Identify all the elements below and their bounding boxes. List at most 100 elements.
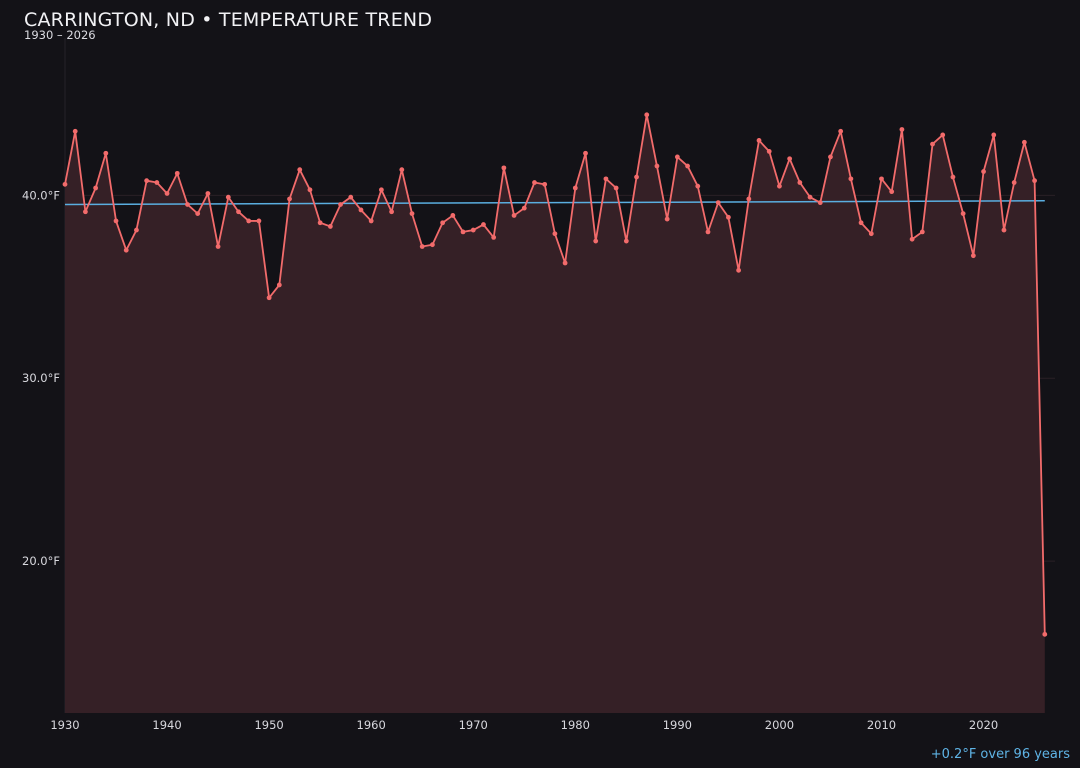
- data-point: [644, 112, 650, 118]
- data-point: [868, 231, 874, 237]
- data-point: [766, 149, 772, 154]
- data-point: [154, 180, 160, 185]
- data-point: [1021, 139, 1027, 145]
- y-tick-label: 20.0°F: [22, 554, 60, 568]
- data-point: [756, 138, 762, 143]
- data-point: [236, 209, 241, 215]
- data-point: [399, 167, 405, 173]
- data-point: [930, 141, 935, 147]
- data-point: [746, 196, 752, 202]
- data-point: [1042, 631, 1048, 637]
- data-point: [970, 253, 976, 259]
- data-point: [338, 202, 343, 207]
- chart-title: CARRINGTON, ND • TEMPERATURE TREND: [24, 9, 433, 31]
- data-point: [134, 227, 139, 233]
- data-point: [593, 238, 599, 244]
- data-point: [889, 189, 895, 195]
- trend-line: [64, 200, 1045, 206]
- chart-subtitle: 1930 – 2026: [24, 28, 96, 42]
- data-point: [440, 220, 446, 226]
- data-point: [113, 218, 119, 224]
- data-point: [542, 181, 548, 187]
- data-point: [858, 220, 864, 226]
- x-tick-label: 1970: [459, 718, 488, 732]
- data-point: [838, 128, 844, 134]
- data-point: [430, 242, 435, 248]
- x-tick-label: 1960: [357, 718, 386, 732]
- data-point: [777, 183, 782, 189]
- trend-annotation: +0.2°F over 96 years: [930, 747, 1070, 762]
- data-point: [848, 176, 854, 182]
- data-point: [521, 205, 527, 211]
- data-point: [123, 247, 129, 253]
- data-point: [317, 220, 323, 226]
- data-point: [736, 267, 742, 273]
- data-point: [899, 127, 905, 132]
- data-point: [674, 154, 680, 160]
- data-point: [215, 244, 221, 249]
- data-point: [450, 213, 456, 218]
- data-point: [276, 282, 282, 288]
- data-point: [144, 178, 150, 184]
- data-point: [572, 185, 578, 191]
- data-point: [501, 165, 507, 171]
- x-tick-label: 2010: [867, 718, 896, 732]
- data-point: [654, 163, 660, 169]
- x-tick-label: 2020: [969, 718, 998, 732]
- data-point: [460, 229, 466, 235]
- x-tick-label: 1980: [561, 718, 590, 732]
- data-point: [562, 260, 568, 266]
- data-point: [419, 244, 425, 249]
- data-point: [909, 236, 915, 242]
- data-point: [348, 194, 354, 200]
- data-point: [950, 174, 956, 180]
- data-point: [287, 196, 292, 202]
- data-point: [185, 202, 190, 207]
- data-point: [358, 207, 364, 213]
- data-point: [623, 238, 629, 244]
- data-point: [991, 132, 997, 138]
- data-point: [225, 194, 231, 200]
- data-point: [378, 187, 384, 193]
- data-point: [613, 185, 619, 191]
- data-point: [205, 191, 211, 196]
- data-point: [817, 200, 823, 206]
- data-point: [664, 216, 670, 222]
- data-point: [83, 209, 88, 215]
- y-tick-label: 30.0°F: [22, 371, 60, 385]
- data-point: [879, 176, 884, 182]
- data-point: [552, 231, 558, 237]
- data-point: [685, 163, 690, 169]
- data-point: [787, 156, 793, 162]
- data-point: [481, 222, 486, 227]
- data-point: [491, 234, 497, 240]
- data-point: [256, 218, 262, 224]
- data-point: [470, 227, 476, 233]
- data-point: [981, 169, 986, 174]
- data-point: [940, 132, 946, 138]
- data-point: [715, 200, 721, 206]
- data-point: [72, 128, 78, 134]
- data-point: [511, 213, 517, 218]
- data-point: [828, 154, 833, 160]
- data-point: [1011, 180, 1017, 185]
- data-point: [1001, 227, 1007, 233]
- data-point: [532, 180, 537, 185]
- data-point: [409, 211, 415, 217]
- data-point: [807, 194, 813, 200]
- data-point: [297, 167, 303, 173]
- y-tick-label: 40.0°F: [22, 188, 60, 202]
- data-point: [695, 183, 701, 189]
- data-point: [634, 174, 639, 180]
- data-point: [62, 181, 68, 187]
- x-tick-label: 1930: [50, 718, 79, 732]
- data-point: [93, 185, 99, 191]
- data-point: [103, 150, 109, 156]
- data-point: [164, 191, 170, 196]
- data-point: [327, 224, 333, 229]
- data-point: [603, 176, 609, 182]
- series-area-fill: [65, 114, 1045, 713]
- data-point: [797, 180, 803, 185]
- data-point: [368, 218, 374, 224]
